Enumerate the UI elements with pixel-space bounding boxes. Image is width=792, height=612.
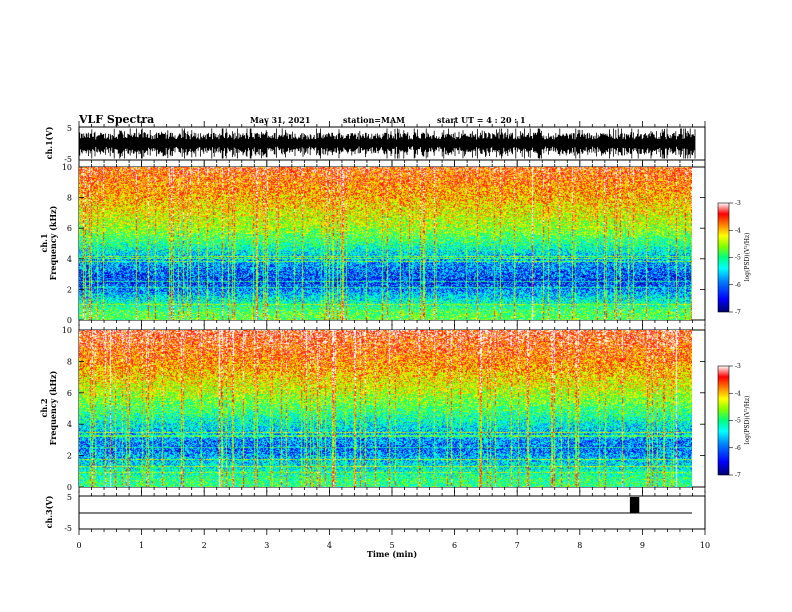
colorbar-tick-label: -3 xyxy=(735,200,741,207)
date-label: May 31, 2021 xyxy=(250,115,310,125)
ch2-colorbar-bar xyxy=(717,365,730,476)
ch2-spectrogram-panel: 0 2 4 6 8 10 ch.2 Frequency (kHz) -3 -4 -5 -6 -7 … xyxy=(39,324,751,493)
y-tick-label: 6 xyxy=(67,224,72,233)
ch1-spectrogram-channel-label: ch.1 xyxy=(39,233,49,252)
y-tick-label: 2 xyxy=(67,285,72,294)
ch1-colorbar-label: log(PSD)(V²/Hz) xyxy=(744,233,751,282)
ch1-colorbar: -3 -4 -5 -6 -7 log(PSD)(V²/Hz) xyxy=(717,200,751,316)
colorbar-tick-label: -6 xyxy=(735,445,741,452)
colorbar-tick-label: -4 xyxy=(735,390,741,397)
station-label: station=MAM xyxy=(343,115,405,125)
x-axis-label: Time (min) xyxy=(367,549,417,559)
colorbar-tick-label: -5 xyxy=(735,418,741,425)
ch2-spectrogram-image xyxy=(79,330,692,487)
ch1-colorbar-bar xyxy=(717,202,730,313)
start-time-label: start UT = 4 : 20 : 1 xyxy=(437,115,526,125)
ch3-waveform-ticks xyxy=(78,490,706,535)
colorbar-tick-label: -7 xyxy=(735,309,741,316)
ch1-ytick-bottom: -5 xyxy=(64,155,72,164)
ch1-waveform-line xyxy=(78,128,696,159)
colorbar-tick-label: -3 xyxy=(735,363,741,370)
ch1-spectrogram-ticks xyxy=(78,161,706,326)
y-tick-label: 6 xyxy=(67,389,72,398)
x-tick-label: 3 xyxy=(264,541,269,550)
ch2-colorbar-label: log(PSD)(V²/Hz) xyxy=(744,396,751,445)
y-tick-label: 10 xyxy=(62,326,72,335)
ch1-waveform-ylabel: ch.1(V) xyxy=(44,126,54,159)
ch3-ytick-bottom: -5 xyxy=(64,524,72,533)
ch2-spectrogram-channel-label: ch.2 xyxy=(39,398,49,417)
ch1-spectrogram-ylabel: Frequency (kHz) xyxy=(48,205,58,280)
figure-title: VLF Spectra xyxy=(78,113,154,126)
ch1-colorbar-ticks: -3 -4 -5 -6 -7 xyxy=(729,200,741,316)
colorbar-tick-label: -6 xyxy=(735,282,741,289)
y-tick-label: 4 xyxy=(67,420,72,429)
ch2-spectrogram-ylabel: Frequency (kHz) xyxy=(48,370,58,445)
ch1-waveform-trace xyxy=(78,128,696,159)
x-tick-label: 10 xyxy=(700,541,710,550)
x-tick-label: 1 xyxy=(139,541,144,550)
y-tick-label: 0 xyxy=(67,483,72,492)
ch3-waveform-pulse xyxy=(629,497,640,513)
ch1-spectrogram-panel: 0 2 4 6 8 10 ch.1 Frequency (kHz) -3 -4 -5 -6 -7 … xyxy=(39,161,751,326)
ch2-colorbar: -3 -4 -5 -6 -7 log(PSD)(V²/Hz) xyxy=(717,363,751,479)
x-tick-label: 6 xyxy=(452,541,457,550)
x-tick-label: 4 xyxy=(327,541,332,550)
ch2-colorbar-ticks: -3 -4 -5 -6 -7 xyxy=(729,363,741,479)
y-tick-label: 10 xyxy=(62,163,72,172)
x-tick-label: 0 xyxy=(76,541,81,550)
ch2-spectrogram-ytick-labels: 0 2 4 6 8 10 xyxy=(62,326,705,492)
x-tick-label: 7 xyxy=(515,541,520,550)
ch3-waveform-panel: 5 -5 ch.3(V) xyxy=(44,490,706,535)
colorbar-tick-label: -4 xyxy=(735,227,741,234)
ch3-waveform-ylabel: ch.3(V) xyxy=(44,495,54,528)
ch1-spectrogram-image xyxy=(79,167,692,320)
ch1-spectrogram-ytick-labels: 0 2 4 6 8 10 xyxy=(62,163,705,325)
x-tick-label: 2 xyxy=(202,541,207,550)
y-tick-label: 2 xyxy=(67,452,72,461)
x-tick-label: 5 xyxy=(389,541,394,550)
ch3-ytick-top: 5 xyxy=(67,493,72,502)
x-tick-label: 8 xyxy=(577,541,582,550)
colorbar-tick-label: -7 xyxy=(735,472,741,479)
y-tick-label: 4 xyxy=(67,255,72,264)
colorbar-tick-label: -5 xyxy=(735,255,741,262)
y-tick-label: 0 xyxy=(67,316,72,325)
ch1-ytick-top: 5 xyxy=(67,124,72,133)
ch1-waveform-panel: 5 -5 ch.1(V) xyxy=(44,121,706,166)
y-tick-label: 8 xyxy=(67,357,72,366)
y-tick-label: 8 xyxy=(67,194,72,203)
x-axis-tick-labels: 0 1 2 3 4 5 6 7 8 9 10 xyxy=(76,541,710,550)
x-tick-label: 9 xyxy=(640,541,645,550)
